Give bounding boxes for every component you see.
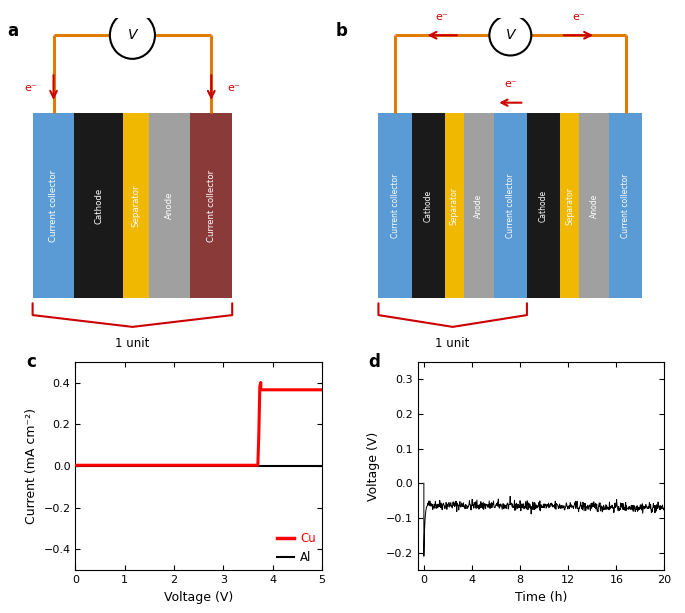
Text: Cathode: Cathode: [424, 189, 433, 221]
Text: 1 unit: 1 unit: [115, 337, 149, 350]
Al: [71, 462, 79, 470]
X-axis label: Voltage (V): Voltage (V): [164, 590, 234, 604]
Cu: [183, 462, 191, 469]
Legend: Cu, Al: Cu, Al: [277, 532, 316, 564]
Bar: [149, 113, 190, 299]
Text: Anode: Anode: [475, 193, 484, 218]
Text: Current collector: Current collector: [621, 173, 630, 238]
Al: [318, 462, 326, 470]
Text: e⁻: e⁻: [227, 83, 240, 93]
Al: [218, 462, 226, 470]
Text: b: b: [336, 22, 347, 40]
Bar: [609, 113, 643, 299]
Text: Current collector: Current collector: [207, 169, 216, 242]
Text: Bipolar electrode: Bipolar electrode: [460, 364, 561, 377]
Al: [312, 462, 320, 470]
Al: [205, 462, 213, 470]
Bar: [378, 113, 412, 299]
Bar: [190, 113, 232, 299]
Bar: [75, 113, 123, 299]
Circle shape: [110, 12, 155, 59]
Circle shape: [489, 15, 532, 55]
Text: e⁻: e⁻: [572, 12, 585, 22]
Text: Separator: Separator: [450, 186, 459, 224]
Text: Cathode: Cathode: [539, 189, 548, 221]
Line: Cu: Cu: [75, 383, 322, 465]
Bar: [527, 113, 560, 299]
Text: Current collector: Current collector: [506, 173, 515, 238]
Al: [188, 462, 197, 470]
Text: Separator: Separator: [565, 186, 574, 224]
Bar: [494, 113, 527, 299]
Bar: [464, 113, 494, 299]
Text: c: c: [26, 353, 36, 371]
Cu: [255, 431, 263, 438]
Cu: [164, 462, 172, 469]
Bar: [560, 113, 580, 299]
Bar: [33, 113, 75, 299]
Text: e⁻: e⁻: [25, 83, 38, 93]
X-axis label: Time (h): Time (h): [515, 590, 567, 604]
Text: e⁻: e⁻: [436, 12, 449, 22]
Bar: [445, 113, 464, 299]
Bar: [412, 113, 445, 299]
Text: Current collector: Current collector: [390, 173, 399, 238]
Text: e⁻: e⁻: [504, 79, 516, 89]
Text: Cathode: Cathode: [94, 188, 103, 224]
Y-axis label: Voltage (V): Voltage (V): [367, 432, 380, 500]
Text: Current collector: Current collector: [49, 169, 58, 242]
Text: V: V: [506, 28, 515, 42]
Cu: [71, 462, 79, 469]
Text: Anode: Anode: [165, 192, 174, 219]
Bar: [123, 113, 149, 299]
Cu: [266, 386, 275, 394]
Al: [190, 462, 198, 470]
Text: Unipolar electrode: Unipolar electrode: [78, 364, 187, 377]
Bar: [580, 113, 609, 299]
Text: Anode: Anode: [590, 193, 599, 218]
Text: V: V: [127, 28, 137, 42]
Text: 1 unit: 1 unit: [436, 337, 470, 350]
Al: [273, 462, 282, 470]
Text: d: d: [369, 353, 380, 371]
Cu: [318, 386, 326, 394]
Text: Separator: Separator: [131, 185, 140, 227]
Cu: [262, 386, 270, 394]
Cu: [310, 386, 319, 394]
Y-axis label: Current (mA cm⁻²): Current (mA cm⁻²): [25, 408, 38, 524]
Cu: [257, 379, 265, 386]
Text: a: a: [7, 22, 18, 40]
